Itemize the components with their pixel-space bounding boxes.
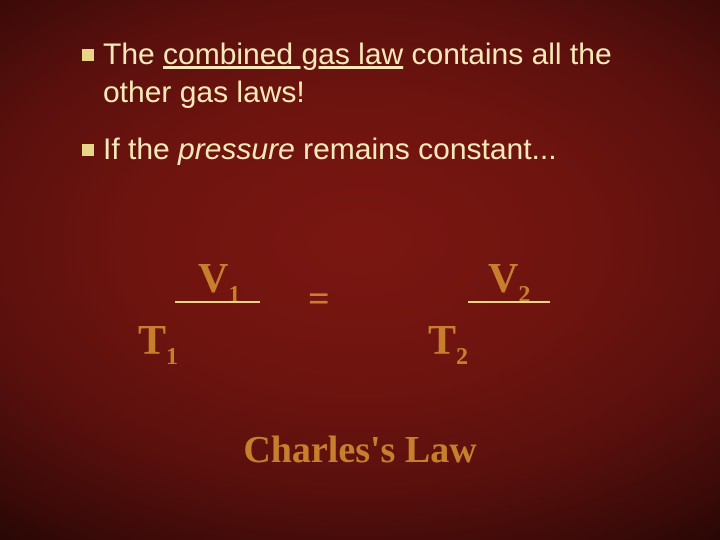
eq-right-denominator: T2 [428,317,468,365]
square-bullet-icon [82,49,94,61]
eq-left-denominator: T1 [138,317,178,365]
equals-sign: = [308,277,330,321]
variable: T [138,318,166,364]
eq-left-numerator: V1 [198,255,240,303]
bullet-text: The combined gas law contains all the ot… [103,36,660,113]
equals-text: = [308,278,330,320]
bullet-item: The combined gas law contains all the ot… [82,36,660,113]
subscript: 1 [228,282,240,308]
bullet-list: The combined gas law contains all the ot… [82,36,660,175]
variable: T [428,318,456,364]
square-bullet-icon [82,144,94,156]
variable: V [198,256,228,302]
fraction-bar [175,301,260,303]
bullet-item: If the pressure remains constant... [82,131,660,169]
equation: V1 T1 = V2 T2 [0,255,720,405]
text-run: If the [103,133,178,166]
text-run: remains constant... [295,133,557,166]
variable: V [488,256,518,302]
text-run-italic: pressure [178,133,295,166]
law-name: Charles's Law [0,428,720,472]
bullet-text: If the pressure remains constant... [103,131,557,169]
subscript: 1 [166,344,178,370]
subscript: 2 [518,282,530,308]
text-run: The [103,38,163,71]
slide: The combined gas law contains all the ot… [0,0,720,540]
fraction-bar [468,301,550,303]
subscript: 2 [456,344,468,370]
eq-right-numerator: V2 [488,255,530,303]
text-run-underline: combined gas law [163,38,403,71]
